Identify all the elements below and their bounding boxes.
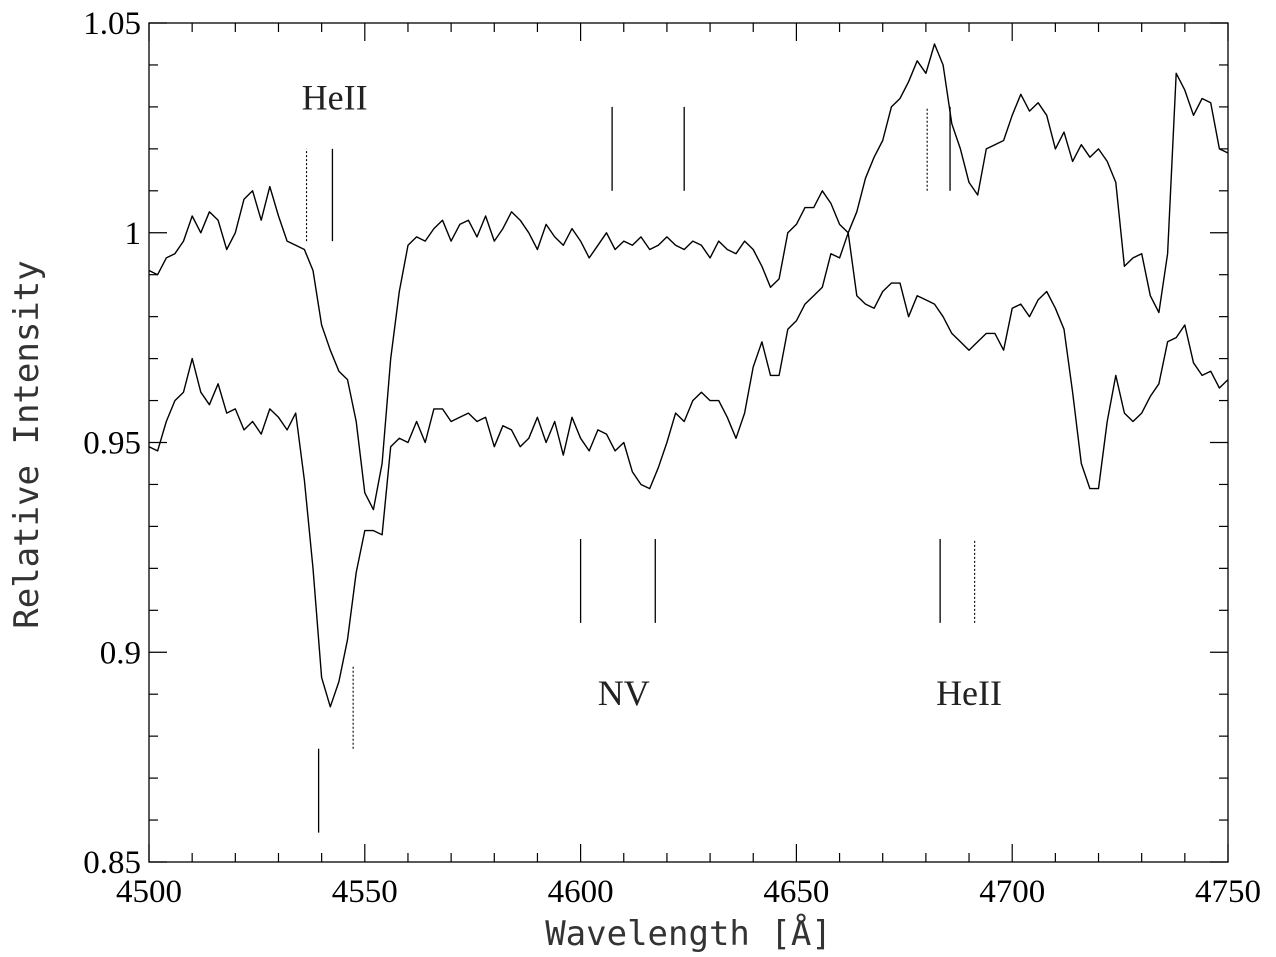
x-tick-label: 4600	[548, 874, 614, 910]
tick-labels-layer: 4500 4550 4600 4650 4700 4750 0.85 0.9 0.95 1 1.05	[83, 6, 1261, 910]
x-tick-label: 4650	[763, 874, 829, 910]
spectrum-series-line-2	[148, 232, 1229, 708]
annotation-label: HeII	[302, 77, 368, 117]
x-tick-label: 4700	[979, 874, 1045, 910]
x-tick-label: 4500	[116, 874, 182, 910]
y-tick-label: 0.95	[83, 426, 141, 462]
series-layer	[148, 43, 1229, 708]
annotation-label: NV	[598, 673, 650, 713]
line-markers-layer	[305, 106, 976, 833]
x-tick-label: 4750	[1195, 874, 1261, 910]
annotation-label: HeII	[936, 673, 1002, 713]
annotations-layer: HeII NV HeII	[302, 77, 1002, 713]
y-tick-label: 0.85	[83, 845, 141, 881]
y-tick-label: 0.9	[100, 635, 141, 671]
y-tick-label: 1	[125, 216, 142, 252]
spectrum-series-line-1	[148, 43, 1229, 511]
y-tick-label: 1.05	[83, 6, 141, 42]
y-axis-title: Relative Intensity	[7, 260, 47, 628]
x-tick-label: 4550	[332, 874, 398, 910]
plot-frame	[148, 22, 1229, 863]
ticks-layer	[148, 22, 1229, 863]
x-axis-title: Wavelength [Å]	[545, 913, 832, 954]
